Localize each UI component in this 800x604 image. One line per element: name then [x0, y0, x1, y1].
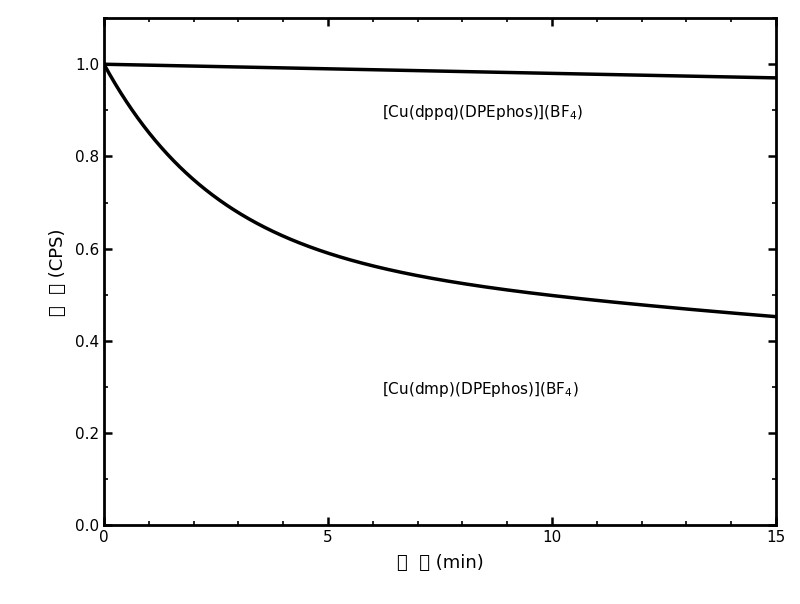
- Text: [Cu(dppq)(DPEphos)](BF$_4$): [Cu(dppq)(DPEphos)](BF$_4$): [382, 103, 583, 122]
- Y-axis label: 强  度 (CPS): 强 度 (CPS): [49, 228, 66, 315]
- X-axis label: 时  间 (min): 时 间 (min): [397, 554, 483, 571]
- Text: [Cu(dmp)(DPEphos)](BF$_4$): [Cu(dmp)(DPEphos)](BF$_4$): [382, 380, 578, 399]
